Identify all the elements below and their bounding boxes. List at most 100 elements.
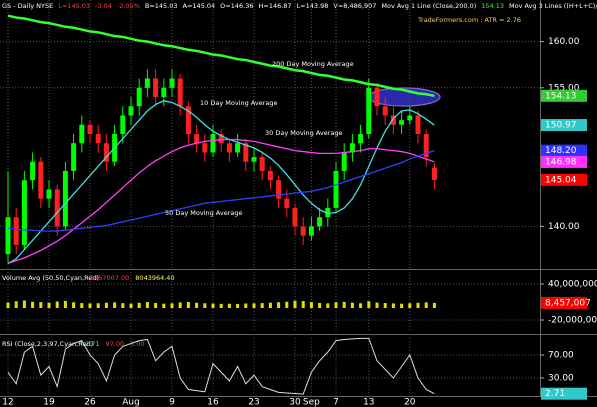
- y-tick-label: -20,000,000: [548, 316, 597, 326]
- candle-body: [54, 189, 60, 227]
- x-tick-label: 9: [169, 398, 175, 407]
- volume-bar: [293, 300, 297, 308]
- volume-bar: [301, 301, 305, 308]
- candle-body: [374, 87, 380, 107]
- candle-body: [325, 207, 331, 218]
- candle-body: [87, 124, 93, 134]
- header-text: -2.05%: [117, 2, 140, 10]
- volume-bar: [145, 302, 149, 308]
- candle-body: [341, 152, 347, 171]
- volume-bar: [342, 301, 346, 308]
- panel-title: RSI (Close,2,3,97,Cyan,Red): [2, 340, 93, 348]
- rsi-line: [7, 337, 435, 395]
- header-text: 154.13: [481, 2, 504, 10]
- header-text: V=8,486,907: [333, 2, 376, 10]
- y-tick-label: 40,000,000: [548, 280, 597, 290]
- header-text: GS - Daily NYSE: [2, 2, 53, 10]
- volume-bar: [129, 303, 133, 308]
- volume-bar: [400, 303, 404, 308]
- volume-bar: [268, 302, 272, 308]
- volume-bar: [318, 302, 322, 308]
- series-annotation: 30 Day Moving Average: [265, 129, 342, 137]
- volume-bar: [309, 302, 313, 308]
- volume-bar: [22, 300, 26, 308]
- volume-bar: [6, 302, 10, 308]
- price-marker: [541, 387, 587, 400]
- volume-bar: [47, 302, 51, 308]
- volume-bar: [137, 302, 141, 308]
- panel-title: Volume Avg (50,50,Cyan,Red): [2, 274, 99, 282]
- price-marker-label: 148.20: [545, 146, 577, 156]
- candle-body: [21, 180, 27, 245]
- y-tick-label: 140.00: [548, 222, 580, 232]
- volume-bar: [96, 303, 100, 308]
- candle-body: [267, 170, 273, 181]
- candle-body: [79, 124, 85, 144]
- candle-body: [415, 115, 421, 134]
- volume-bar: [375, 302, 379, 308]
- volume-bar: [408, 303, 412, 308]
- candle-body: [300, 226, 306, 236]
- series-annotation: 10 Day Moving Average: [200, 99, 277, 107]
- volume-bar: [121, 303, 125, 308]
- subtitle: TradeFormers.com : ATR = 2.76: [417, 16, 521, 24]
- volume-bar: [219, 303, 223, 308]
- volume-bar: [88, 303, 92, 308]
- volume-bar: [260, 303, 264, 308]
- candle-body: [407, 115, 413, 121]
- volume-bar: [326, 303, 330, 308]
- volume-bar: [104, 302, 108, 308]
- candle-body: [5, 217, 11, 255]
- candle-body: [161, 87, 167, 98]
- candle-body: [243, 143, 249, 162]
- header-text: H=146.87: [258, 2, 291, 10]
- candle-body: [423, 134, 429, 158]
- volume-bar: [334, 302, 338, 308]
- moving-average-line: [7, 14, 435, 98]
- price-marker-label: 146.98: [545, 157, 577, 167]
- x-tick-label: 20: [404, 398, 416, 407]
- price-marker: [541, 89, 587, 102]
- x-tick-label: 30: [289, 398, 301, 407]
- moving-average-line: [7, 138, 435, 264]
- candle-body: [62, 170, 68, 227]
- price-marker: [541, 296, 587, 309]
- candle-body: [382, 106, 388, 116]
- candle-body: [136, 87, 142, 107]
- volume-bar: [178, 302, 182, 308]
- candle-body: [251, 157, 257, 162]
- legend-value: 8457007.00: [90, 274, 129, 282]
- candle-body: [71, 143, 77, 171]
- x-tick-label: 12: [2, 398, 13, 407]
- candle-body: [210, 134, 216, 153]
- volume-bar: [39, 302, 43, 308]
- volume-bar: [186, 301, 190, 308]
- header-text: O=146.36: [220, 2, 253, 10]
- candle-body: [284, 198, 290, 208]
- x-tick-label: 23: [248, 398, 259, 407]
- price-marker-label: 154.13: [545, 91, 577, 101]
- candle-body: [144, 78, 150, 88]
- y-tick-label: 70.00: [548, 351, 574, 361]
- volume-bar: [285, 301, 289, 308]
- candle-body: [235, 143, 241, 153]
- y-tick-label: 155.00: [548, 83, 580, 93]
- header-text: B=145.03: [145, 2, 178, 10]
- volume-bar: [432, 302, 436, 308]
- volume-bar: [72, 302, 76, 308]
- volume-bar: [113, 302, 117, 308]
- volume-bar: [227, 303, 231, 308]
- candle-body: [177, 78, 183, 107]
- volume-bar: [277, 302, 281, 308]
- volume-bar: [203, 303, 207, 308]
- price-marker-label: 145.04: [545, 175, 577, 185]
- volume-bar: [236, 303, 240, 308]
- legend-value: 3.00: [130, 340, 144, 348]
- candle-body: [308, 226, 314, 236]
- candle-body: [292, 207, 298, 227]
- legend-value: 97.00: [105, 340, 124, 348]
- volume-bar: [383, 303, 387, 308]
- x-tick-label: 19: [43, 398, 55, 407]
- candle-body: [218, 134, 224, 144]
